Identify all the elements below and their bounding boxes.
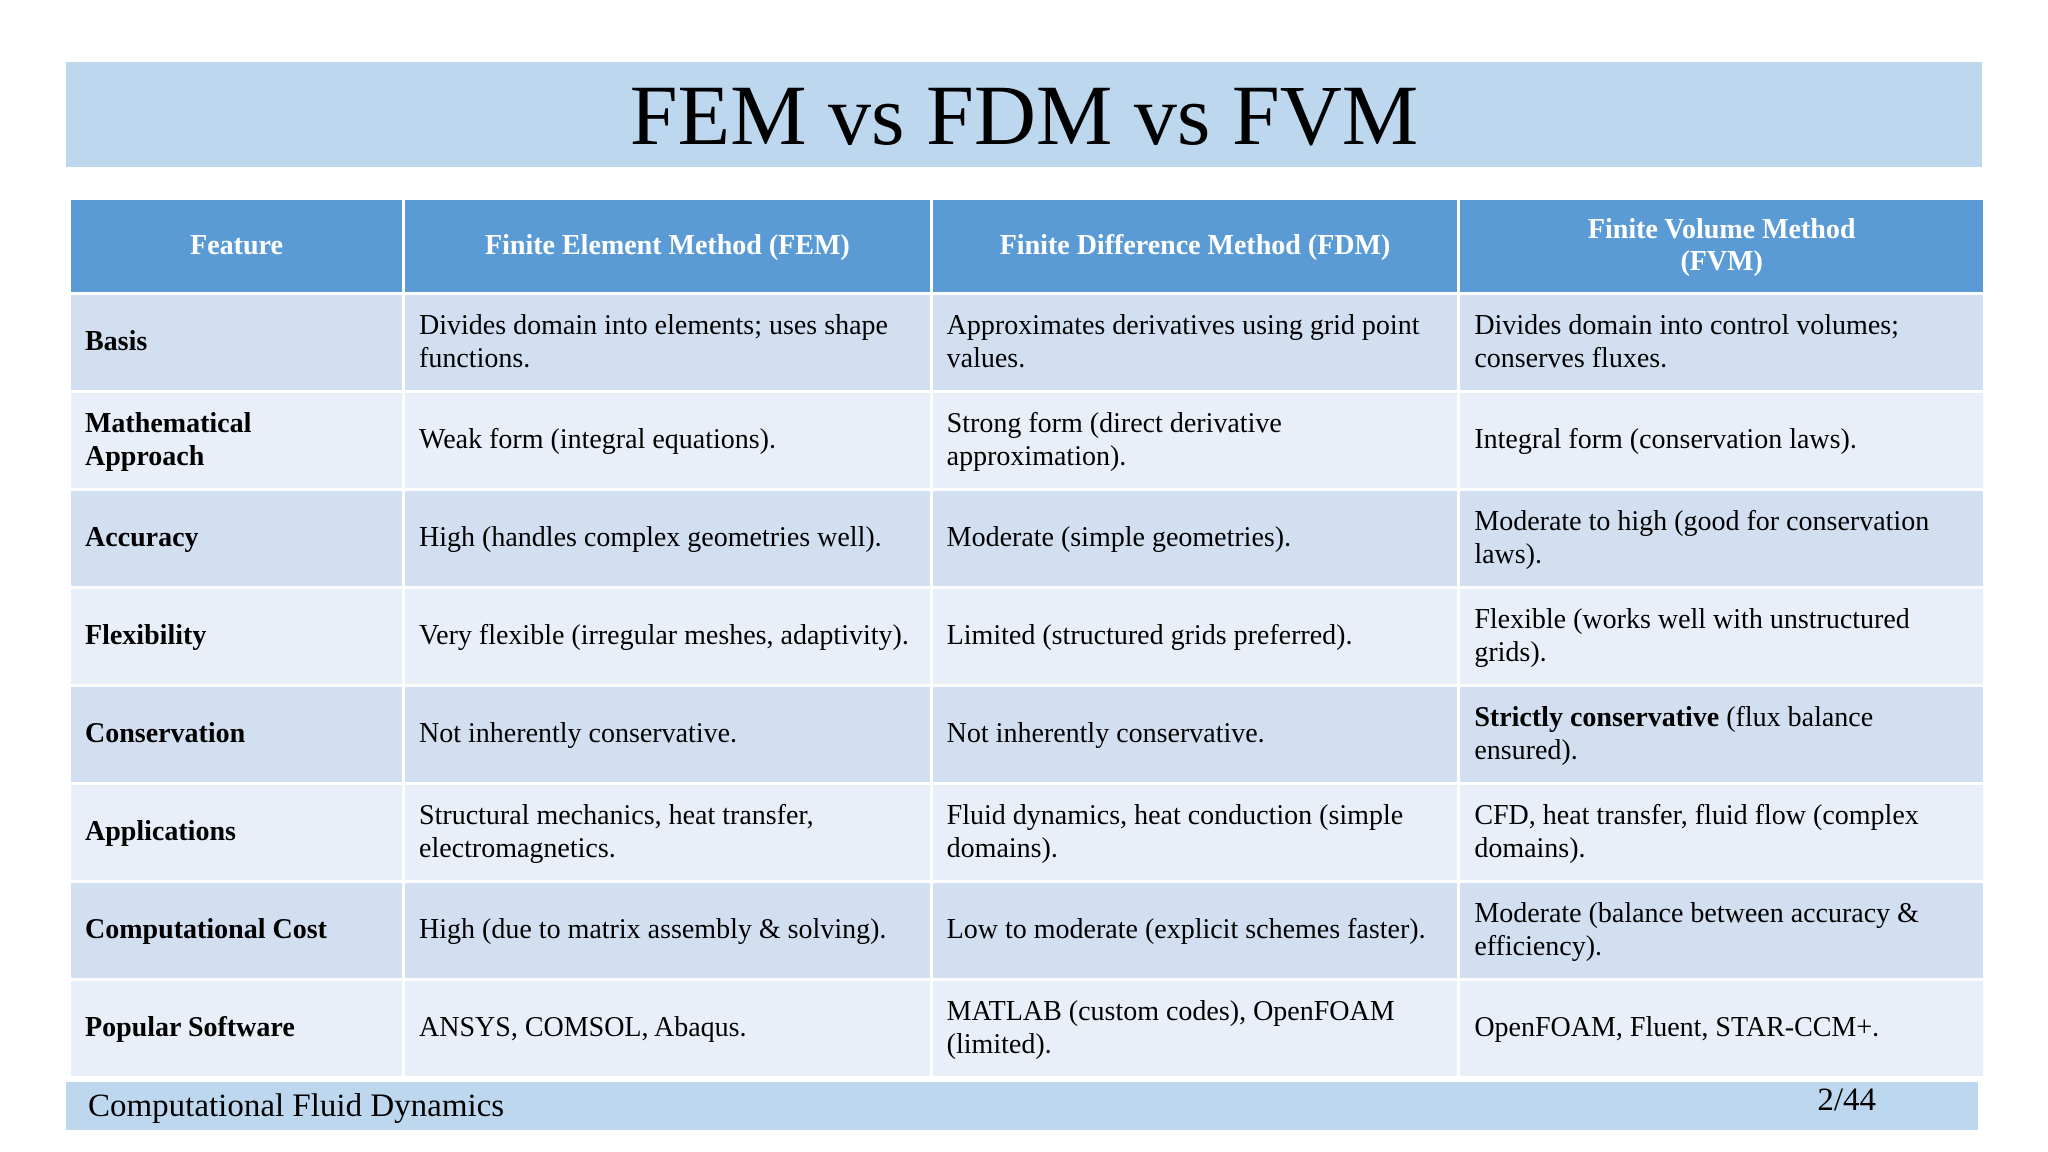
- fvm-cell: OpenFOAM, Fluent, STAR-CCM+.: [1460, 981, 1983, 1076]
- table-header-row: Feature Finite Element Method (FEM) Fini…: [71, 200, 1983, 292]
- feature-cell: Flexibility: [71, 589, 403, 684]
- fem-cell: Weak form (integral equations).: [405, 393, 930, 488]
- comparison-table: Feature Finite Element Method (FEM) Fini…: [68, 197, 1986, 1079]
- fvm-rest-text: (flux balance ensured).: [1474, 701, 1874, 766]
- footer-bar: Computational Fluid Dynamics 2/44: [66, 1082, 1978, 1130]
- fvm-cell: CFD, heat transfer, fluid flow (complex …: [1460, 785, 1983, 880]
- fvm-cell: Strictly conservative (flux balance ensu…: [1460, 687, 1983, 782]
- fdm-cell: Low to moderate (explicit schemes faster…: [932, 883, 1458, 978]
- fvm-cell: Integral form (conservation laws).: [1460, 393, 1983, 488]
- table-row: Applications Structural mechanics, heat …: [71, 785, 1983, 880]
- slide-title: FEM vs FDM vs FVM: [629, 66, 1419, 163]
- fem-cell: Very flexible (irregular meshes, adaptiv…: [405, 589, 930, 684]
- table-row: Flexibility Very flexible (irregular mes…: [71, 589, 1983, 684]
- fem-cell: High (due to matrix assembly & solving).: [405, 883, 930, 978]
- feature-cell: Popular Software: [71, 981, 403, 1076]
- fdm-cell: Moderate (simple geometries).: [932, 491, 1458, 586]
- fvm-cell: Flexible (works well with unstructured g…: [1460, 589, 1983, 684]
- header-fdm: Finite Difference Method (FDM): [932, 200, 1458, 292]
- footer-title: Computational Fluid Dynamics: [88, 1088, 505, 1124]
- header-fvm: Finite Volume Method (FVM): [1460, 200, 1983, 292]
- feature-cell: Computational Cost: [71, 883, 403, 978]
- page-number: 2/44: [1817, 1082, 1876, 1118]
- fdm-cell: MATLAB (custom codes), OpenFOAM (limited…: [932, 981, 1458, 1076]
- fem-cell: Not inherently conservative.: [405, 687, 930, 782]
- title-bar: FEM vs FDM vs FVM: [66, 62, 1982, 167]
- table-row: Basis Divides domain into elements; uses…: [71, 295, 1983, 390]
- fdm-cell: Limited (structured grids preferred).: [932, 589, 1458, 684]
- table-row: Mathematical Approach Weak form (integra…: [71, 393, 1983, 488]
- feature-label: Mathematical Approach: [85, 407, 252, 472]
- table-row: Conservation Not inherently conservative…: [71, 687, 1983, 782]
- fem-cell: ANSYS, COMSOL, Abaqus.: [405, 981, 930, 1076]
- feature-cell: Conservation: [71, 687, 403, 782]
- feature-cell: Applications: [71, 785, 403, 880]
- fdm-cell: Strong form (direct derivative approxima…: [932, 393, 1458, 488]
- feature-cell: Accuracy: [71, 491, 403, 586]
- fvm-cell: Divides domain into control volumes; con…: [1460, 295, 1983, 390]
- fdm-cell: Approximates derivatives using grid poin…: [932, 295, 1458, 390]
- table-row: Computational Cost High (due to matrix a…: [71, 883, 1983, 978]
- feature-cell: Basis: [71, 295, 403, 390]
- fdm-cell: Fluid dynamics, heat conduction (simple …: [932, 785, 1458, 880]
- feature-cell: Mathematical Approach: [71, 393, 403, 488]
- table-row: Accuracy High (handles complex geometrie…: [71, 491, 1983, 586]
- fem-cell: High (handles complex geometries well).: [405, 491, 930, 586]
- fem-cell: Divides domain into elements; uses shape…: [405, 295, 930, 390]
- fvm-bold-text: Strictly conservative: [1474, 701, 1720, 733]
- fem-cell: Structural mechanics, heat transfer, ele…: [405, 785, 930, 880]
- fvm-cell: Moderate to high (good for conservation …: [1460, 491, 1983, 586]
- fvm-cell: Moderate (balance between accuracy & eff…: [1460, 883, 1983, 978]
- header-fem: Finite Element Method (FEM): [405, 200, 930, 292]
- header-feature: Feature: [71, 200, 403, 292]
- header-fvm-label: Finite Volume Method (FVM): [1587, 213, 1856, 277]
- fdm-cell: Not inherently conservative.: [932, 687, 1458, 782]
- table-row: Popular Software ANSYS, COMSOL, Abaqus. …: [71, 981, 1983, 1076]
